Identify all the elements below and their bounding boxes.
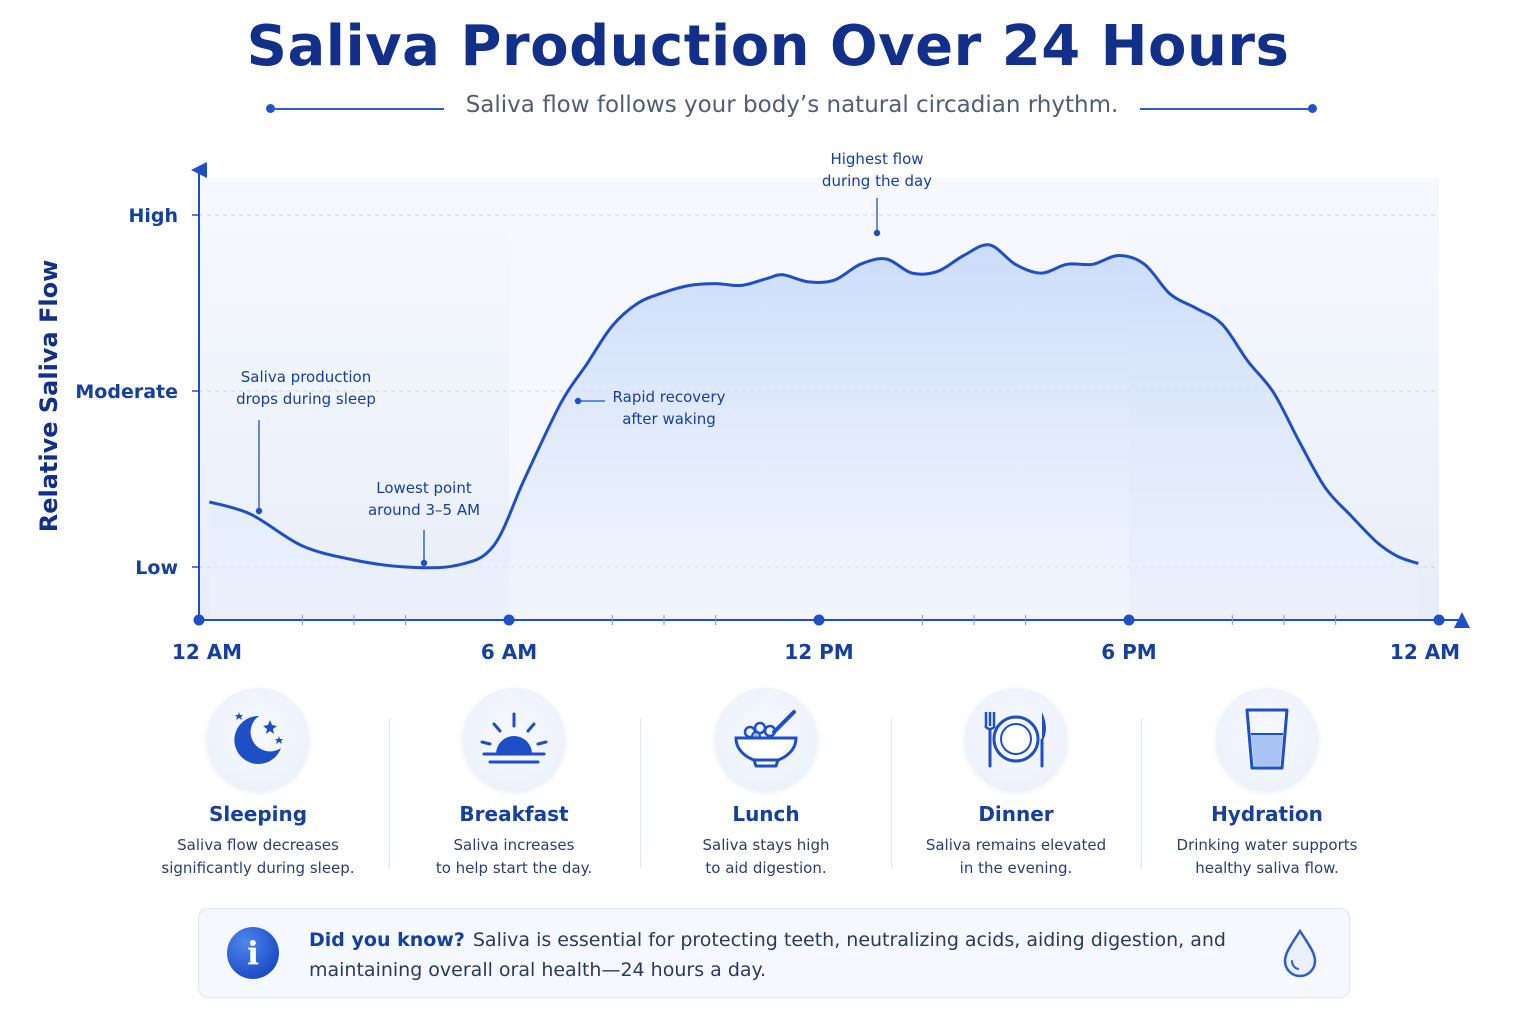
card-desc-line: to aid digestion. bbox=[705, 859, 827, 877]
annotation-label: Saliva production drops during sleep bbox=[236, 368, 376, 408]
card-description: Saliva stays high to aid digestion. bbox=[641, 834, 891, 880]
flow-series-line bbox=[208, 243, 1419, 570]
annotation-line: Saliva production bbox=[241, 368, 371, 386]
page-title: Saliva Production Over 24 Hours bbox=[246, 14, 1290, 79]
annotation-label: Lowest point around 3–5 AM bbox=[368, 479, 480, 519]
annotation-line: Rapid recovery bbox=[613, 388, 726, 406]
card-lunch: Lunch Saliva stays high to aid digestion… bbox=[641, 688, 891, 880]
card-desc-line: Drinking water supports bbox=[1176, 836, 1358, 854]
x-tick-dot bbox=[503, 614, 515, 626]
sunrise-icon bbox=[463, 688, 565, 790]
card-desc-line: to help start the day. bbox=[435, 859, 593, 877]
annotation-line: drops during sleep bbox=[236, 390, 376, 408]
card-desc-line: significantly during sleep. bbox=[161, 859, 355, 877]
card-desc-line: Saliva increases bbox=[453, 836, 575, 854]
info-icon: i bbox=[227, 927, 279, 979]
card-hydration: Hydration Drinking water supports health… bbox=[1142, 688, 1392, 880]
annotation-line: after waking bbox=[622, 410, 716, 428]
x-tick-label: 12 PM bbox=[784, 640, 853, 664]
card-desc-line: healthy saliva flow. bbox=[1195, 859, 1339, 877]
saliva-flow-chart: High Moderate Low 12 AM 6 AM 12 PM 6 PM 12 AM S… bbox=[35, 150, 1470, 664]
card-description: Saliva increases to help start the day. bbox=[389, 834, 639, 880]
annotation-dot bbox=[873, 229, 881, 237]
subtitle-right-dot bbox=[1308, 104, 1317, 113]
card-desc-line: Saliva remains elevated bbox=[925, 836, 1107, 854]
cereal-bowl-icon bbox=[715, 688, 817, 790]
annotation-dot bbox=[255, 507, 263, 515]
annotation-line: during the day bbox=[822, 172, 932, 190]
annotation-label: Highest flow during the day bbox=[822, 150, 932, 190]
flow-area-fill bbox=[209, 244, 1419, 620]
card-desc-line: in the evening. bbox=[959, 859, 1073, 877]
x-tick-dot bbox=[1433, 614, 1445, 626]
card-dinner: Dinner Saliva remains elevated in the ev… bbox=[891, 688, 1141, 880]
card-description: Saliva flow decreases significantly duri… bbox=[133, 834, 383, 880]
card-breakfast: Breakfast Saliva increases to help start… bbox=[389, 688, 639, 880]
annotation-line: around 3–5 AM bbox=[368, 501, 480, 519]
activity-cards: Sleeping Saliva flow decreases significa… bbox=[130, 688, 1400, 888]
info-heading: Did you know? bbox=[309, 929, 465, 951]
y-tick-label: Low bbox=[135, 557, 178, 579]
card-title: Dinner bbox=[978, 802, 1054, 826]
card-description: Saliva remains elevated in the evening. bbox=[891, 834, 1141, 880]
card-title: Lunch bbox=[732, 802, 800, 826]
x-tick-dot bbox=[1123, 614, 1135, 626]
water-drop-icon bbox=[1283, 928, 1317, 978]
card-title: Breakfast bbox=[459, 802, 569, 826]
card-title: Hydration bbox=[1211, 802, 1323, 826]
x-tick-dot bbox=[193, 614, 205, 626]
annotation-dot bbox=[574, 397, 582, 405]
x-tick-label: 6 AM bbox=[481, 640, 537, 664]
subtitle-right-line bbox=[1140, 108, 1312, 110]
y-axis-label: Relative Saliva Flow bbox=[35, 260, 63, 533]
annotation-dot bbox=[420, 559, 428, 567]
subtitle-left-line bbox=[272, 108, 444, 110]
did-you-know-box: i Did you know? Saliva is essential for p… bbox=[198, 908, 1350, 998]
card-description: Drinking water supports healthy saliva f… bbox=[1142, 834, 1392, 880]
card-desc-line: Saliva flow decreases bbox=[177, 836, 339, 854]
annotation-line: Highest flow bbox=[830, 150, 923, 168]
x-tick-label: 6 PM bbox=[1101, 640, 1156, 664]
subtitle-left-dot bbox=[266, 104, 275, 113]
card-divider bbox=[1141, 718, 1142, 868]
y-tick-label: Moderate bbox=[75, 381, 178, 403]
x-tick-label: 12 AM bbox=[172, 640, 242, 664]
card-divider bbox=[891, 718, 892, 868]
card-title: Sleeping bbox=[208, 802, 308, 826]
card-divider bbox=[389, 718, 390, 868]
card-divider bbox=[640, 718, 641, 868]
subtitle-row: Saliva flow follows your body’s natural … bbox=[266, 92, 1318, 126]
card-sleeping: Sleeping Saliva flow decreases significa… bbox=[133, 688, 383, 880]
x-tick-dot bbox=[813, 614, 825, 626]
card-desc-line: Saliva stays high bbox=[702, 836, 830, 854]
subtitle: Saliva flow follows your body’s natural … bbox=[465, 92, 1119, 118]
annotation-line: Lowest point bbox=[376, 479, 472, 497]
info-body: Saliva is essential for protecting teeth… bbox=[309, 929, 1226, 981]
annotation-label: Rapid recovery after waking bbox=[613, 388, 726, 428]
plate-cutlery-icon bbox=[965, 688, 1067, 790]
info-text: Did you know? Saliva is essential for pro… bbox=[309, 925, 1229, 985]
moon-stars-icon bbox=[207, 688, 309, 790]
x-tick-label: 12 AM bbox=[1390, 640, 1460, 664]
water-glass-icon bbox=[1216, 688, 1318, 790]
y-tick-label: High bbox=[128, 205, 178, 227]
